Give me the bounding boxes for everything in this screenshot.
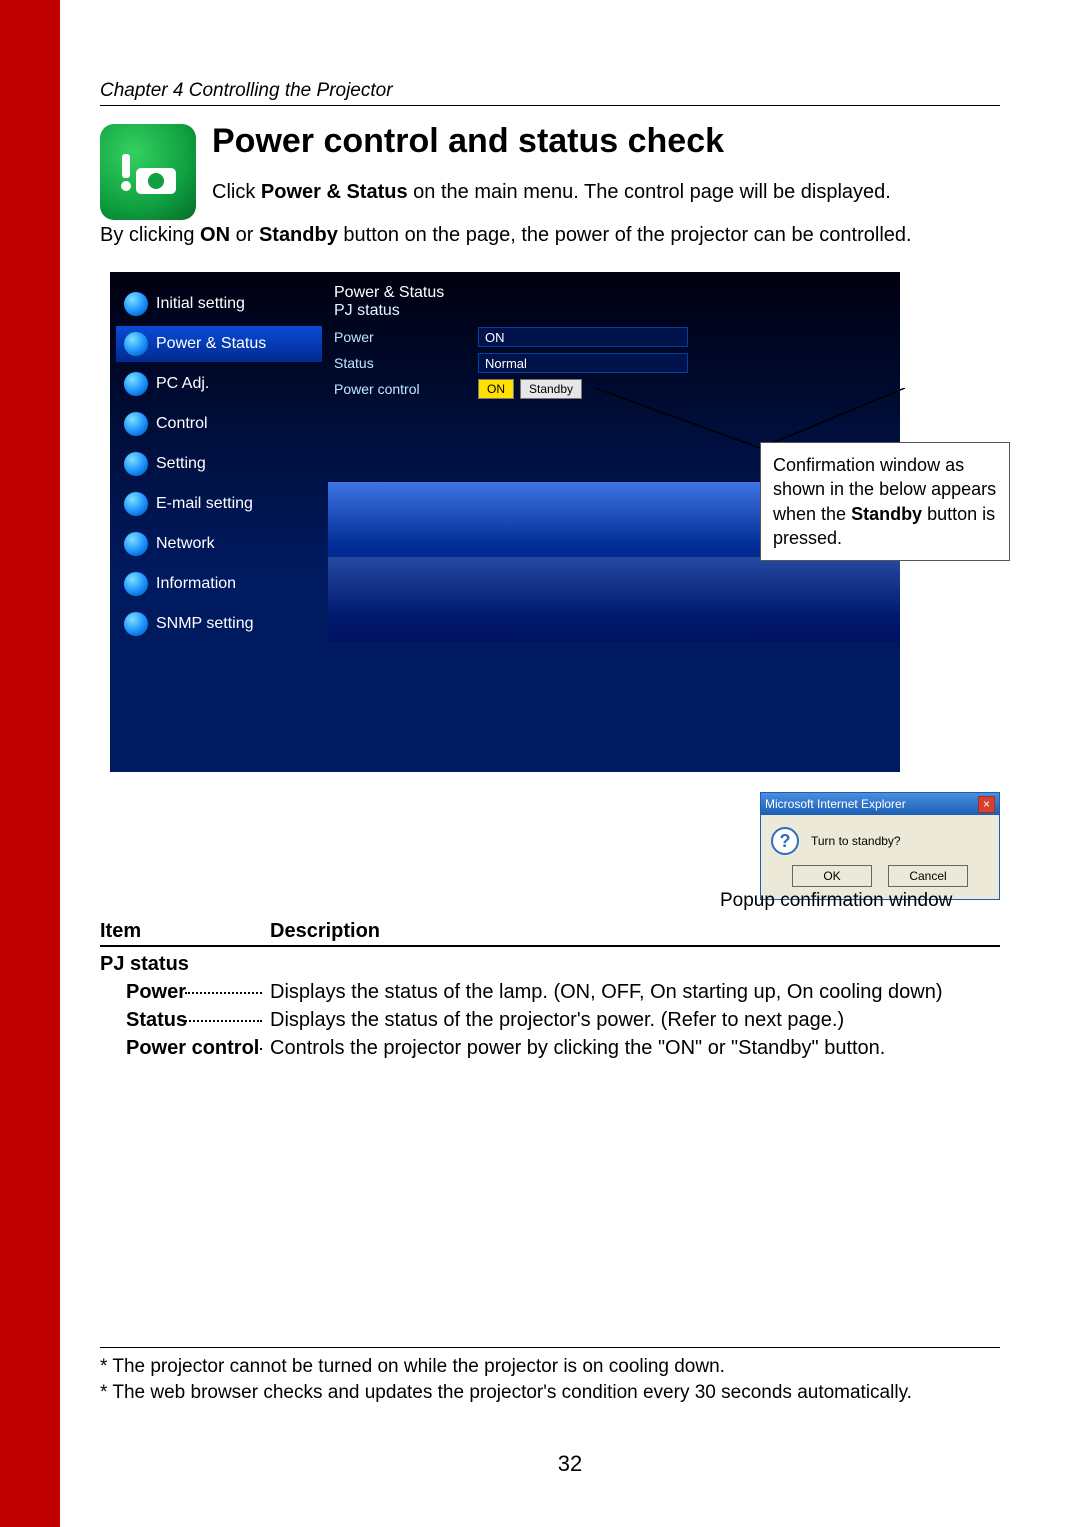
text: Click <box>212 181 261 203</box>
row-power-control: Power control ON Standby <box>328 376 890 402</box>
dot-icon <box>124 412 148 436</box>
panel-title: Power & Status <box>328 282 890 302</box>
text: or <box>230 224 259 246</box>
row-power: Power ON <box>328 324 890 350</box>
text: By clicking <box>100 224 200 246</box>
dot-icon <box>124 292 148 316</box>
callout: Confirmation window as shown in the belo… <box>760 442 1010 561</box>
cancel-button[interactable]: Cancel <box>888 865 968 887</box>
popup-message: Turn to standby? <box>811 834 901 848</box>
item-desc: Displays the status of the lamp. (ON, OF… <box>270 978 1000 1006</box>
col-description: Description <box>270 920 380 943</box>
table-row: Status Displays the status of the projec… <box>100 1006 1000 1034</box>
item-desc: Displays the status of the projector's p… <box>270 1006 1000 1034</box>
row-label: Power control <box>328 381 478 397</box>
col-item: Item <box>100 920 270 943</box>
item-name: Power control <box>100 1034 270 1062</box>
sidebar-item-label: Power & Status <box>156 335 266 353</box>
text: The projector cannot be turned on while … <box>112 1356 725 1377</box>
item-name: Power <box>100 978 270 1006</box>
sidebar-item-label: Control <box>156 415 208 433</box>
page: Chapter 4 Controlling the Projector Powe… <box>60 0 1080 1527</box>
intro-paragraph-2: By clicking ON or Standby button on the … <box>100 220 1000 250</box>
sidebar-item-label: Information <box>156 575 236 593</box>
intro-paragraph-1: Click Power & Status on the main menu. T… <box>212 177 1000 207</box>
sidebar-item-network[interactable]: Network <box>116 526 322 562</box>
sidebar-item-label: Network <box>156 535 215 553</box>
dot-icon <box>124 372 148 396</box>
dot-icon <box>124 612 148 636</box>
sidebar-item-snmp-setting[interactable]: SNMP setting <box>116 606 322 642</box>
running-head: Chapter 4 Controlling the Projector <box>100 80 1000 106</box>
popup-titlebar: Microsoft Internet Explorer × <box>761 793 999 815</box>
row-value: ON <box>478 327 688 347</box>
sidebar: Initial setting Power & Status PC Adj. C… <box>110 282 328 646</box>
sidebar-item-pc-adj[interactable]: PC Adj. <box>116 366 322 402</box>
sidebar-item-email-setting[interactable]: E-mail setting <box>116 486 322 522</box>
power-standby-button[interactable]: Standby <box>520 379 582 399</box>
sidebar-item-label: SNMP setting <box>156 615 254 633</box>
dot-icon <box>124 492 148 516</box>
ok-button[interactable]: OK <box>792 865 872 887</box>
confirmation-popup: Microsoft Internet Explorer × ? Turn to … <box>760 792 1000 900</box>
section-icon <box>100 124 196 220</box>
row-status: Status Normal <box>328 350 890 376</box>
text: The web browser checks and updates the p… <box>112 1382 912 1403</box>
row-value: Normal <box>478 353 688 373</box>
sidebar-item-initial-setting[interactable]: Initial setting <box>116 286 322 322</box>
item-name: Status <box>100 1006 270 1034</box>
popup-caption: Popup confirmation window <box>720 890 952 912</box>
sidebar-item-label: PC Adj. <box>156 375 209 393</box>
footnote: * The projector cannot be turned on whil… <box>100 1354 1000 1381</box>
section-head: Power control and status check Click Pow… <box>100 124 1000 220</box>
table-row: Power Displays the status of the lamp. (… <box>100 978 1000 1006</box>
footnote: * The web browser checks and updates the… <box>100 1380 1000 1407</box>
section-title: Power control and status check <box>212 122 1000 161</box>
sidebar-item-power-status[interactable]: Power & Status <box>116 326 322 362</box>
dot-icon <box>124 572 148 596</box>
dot-icon <box>124 452 148 476</box>
gloss <box>328 557 900 617</box>
table-row: Power control Controls the projector pow… <box>100 1034 1000 1062</box>
text-bold: ON <box>200 224 230 246</box>
popup-title-text: Microsoft Internet Explorer <box>765 797 906 811</box>
table-group: PJ status <box>100 947 1000 978</box>
power-on-button[interactable]: ON <box>478 379 514 399</box>
sidebar-item-information[interactable]: Information <box>116 566 322 602</box>
page-number: 32 <box>60 1451 1080 1477</box>
footnotes: * The projector cannot be turned on whil… <box>100 1347 1000 1407</box>
text-bold: Standby <box>851 504 922 524</box>
sidebar-item-control[interactable]: Control <box>116 406 322 442</box>
sidebar-item-label: E-mail setting <box>156 495 253 513</box>
description-table: Item Description PJ status Power Display… <box>100 920 1000 1062</box>
row-label: Status <box>328 355 478 371</box>
question-icon: ? <box>771 827 799 855</box>
sidebar-item-label: Setting <box>156 455 206 473</box>
panel: Power & Status PJ status Power ON Status… <box>328 282 890 402</box>
sidebar-item-setting[interactable]: Setting <box>116 446 322 482</box>
screenshot-wrap: Initial setting Power & Status PC Adj. C… <box>100 272 1000 772</box>
text: on the main menu. The control page will … <box>408 181 891 203</box>
text-bold: Power & Status <box>261 181 408 203</box>
row-label: Power <box>328 329 478 345</box>
table-head: Item Description <box>100 920 1000 947</box>
dot-icon <box>124 532 148 556</box>
popup-body: ? Turn to standby? <box>761 815 999 865</box>
spine <box>0 0 60 1527</box>
sidebar-item-label: Initial setting <box>156 295 245 313</box>
item-desc: Controls the projector power by clicking… <box>270 1034 1000 1062</box>
close-icon[interactable]: × <box>978 796 995 813</box>
panel-subtitle: PJ status <box>328 302 890 324</box>
text: button on the page, the power of the pro… <box>338 224 912 246</box>
text-bold: Standby <box>259 224 338 246</box>
dot-icon <box>124 332 148 356</box>
